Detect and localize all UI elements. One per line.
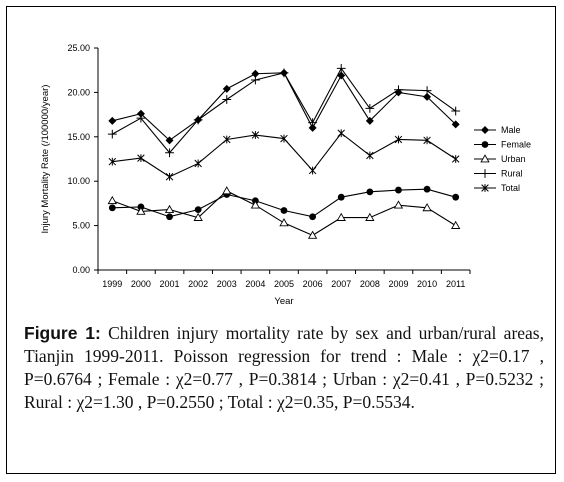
- data-point-male: [308, 123, 317, 132]
- data-point-urban: [422, 203, 432, 212]
- data-point-rural: [422, 86, 432, 96]
- data-point-rural: [365, 103, 375, 113]
- data-point-female: [309, 213, 317, 221]
- data-point-female: [423, 185, 431, 193]
- data-point-total: [337, 129, 345, 138]
- data-point-female: [194, 206, 202, 214]
- figure-caption: Figure 1: Children injury mortality rate…: [24, 322, 544, 414]
- data-point-female: [280, 207, 288, 214]
- legend-marker-female: [481, 141, 489, 148]
- data-point-urban: [365, 212, 375, 221]
- data-point-rural: [308, 118, 318, 127]
- data-point-urban: [279, 218, 289, 227]
- data-point-male: [108, 116, 117, 125]
- data-point-urban: [222, 186, 232, 195]
- x-tick-label: 2007: [331, 279, 351, 289]
- data-point-male: [451, 120, 460, 129]
- y-tick-label: 10.00: [67, 176, 90, 186]
- caption-text: Children injury mortality rate by sex an…: [24, 323, 544, 412]
- data-point-urban: [336, 212, 346, 221]
- y-axis-title: Injury Mortality Rate (/100000/year): [40, 85, 51, 234]
- data-point-male: [136, 109, 145, 118]
- data-point-rural: [336, 64, 346, 73]
- x-tick-label: 2010: [417, 279, 437, 289]
- data-point-female: [166, 213, 173, 221]
- x-tick-label: 2000: [131, 279, 151, 289]
- data-point-female: [395, 186, 402, 194]
- y-tick-label: 15.00: [67, 132, 90, 142]
- data-point-rural: [394, 85, 403, 95]
- data-point-urban: [193, 212, 203, 221]
- data-point-urban: [136, 206, 146, 215]
- data-point-total: [165, 172, 174, 181]
- data-point-total: [194, 159, 202, 168]
- data-point-rural: [107, 129, 117, 139]
- data-point-male: [251, 69, 260, 78]
- legend-label-total: Total: [501, 183, 520, 193]
- data-point-total: [137, 154, 145, 163]
- data-point-total: [451, 155, 460, 163]
- data-point-total: [394, 135, 403, 144]
- data-point-urban: [250, 200, 261, 209]
- legend-marker-rural: [480, 169, 490, 178]
- data-point-urban: [307, 230, 318, 239]
- data-point-total: [308, 166, 317, 175]
- data-point-male: [337, 71, 346, 80]
- data-point-rural: [250, 75, 260, 85]
- data-point-rural: [136, 113, 146, 123]
- line-chart: 0.00 5.00 10.00 15.00 20.00 25.00 1999 2000 2001…: [40, 43, 531, 307]
- data-point-male: [365, 116, 374, 125]
- data-point-male: [423, 92, 432, 101]
- x-tick-label: 2006: [303, 279, 323, 289]
- data-point-total: [366, 151, 374, 160]
- data-point-rural: [279, 68, 289, 78]
- data-point-total: [423, 136, 431, 145]
- data-point-urban: [164, 204, 175, 213]
- legend-label-male: Male: [501, 125, 521, 135]
- legend-label-female: Female: [501, 140, 531, 150]
- caption-label: Figure 1:: [24, 323, 101, 343]
- data-point-rural: [451, 106, 461, 116]
- x-tick-label: 2002: [188, 279, 208, 289]
- data-point-male: [222, 84, 231, 93]
- series-line-male: [112, 72, 457, 142]
- legend-label-urban: Urban: [501, 154, 526, 164]
- legend-marker-total: [481, 184, 489, 192]
- y-tick-label: 25.00: [67, 43, 90, 53]
- x-tick-label: 2009: [388, 279, 408, 289]
- data-point-rural: [165, 148, 174, 158]
- data-point-urban: [107, 195, 117, 205]
- data-point-female: [366, 188, 374, 196]
- data-point-total: [108, 157, 117, 166]
- x-tick-label: 2001: [160, 279, 180, 289]
- data-point-male: [165, 136, 174, 145]
- data-point-total: [280, 134, 288, 143]
- legend-label-rural: Rural: [501, 169, 523, 179]
- data-point-total: [251, 131, 260, 139]
- x-tick-label: 2003: [217, 279, 237, 289]
- x-tick-label: 2011: [446, 279, 465, 289]
- data-point-urban: [393, 200, 404, 209]
- y-tick-label: 5.00: [72, 221, 90, 231]
- y-tick-label: 0.00: [72, 265, 90, 275]
- data-point-female: [452, 193, 460, 201]
- data-point-female: [108, 204, 116, 212]
- x-tick-label: 2008: [360, 279, 380, 289]
- legend-marker-urban: [480, 154, 490, 163]
- legend-marker-male: [481, 126, 489, 134]
- data-point-urban: [451, 220, 461, 229]
- data-point-rural: [222, 95, 232, 104]
- y-tick-label: 20.00: [67, 87, 90, 97]
- data-point-total: [223, 135, 231, 144]
- x-axis-title: Year: [274, 296, 293, 307]
- x-tick-label: 2005: [274, 279, 294, 289]
- data-point-female: [337, 193, 345, 201]
- data-point-rural: [193, 115, 203, 125]
- x-tick-label: 1999: [102, 279, 122, 289]
- x-tick-label: 2004: [245, 279, 265, 289]
